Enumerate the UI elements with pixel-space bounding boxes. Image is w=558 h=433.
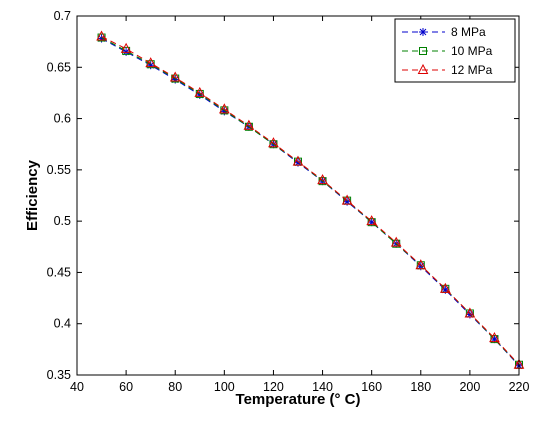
- y-tick-label: 0.6: [54, 112, 71, 126]
- x-tick-label: 220: [509, 380, 530, 394]
- y-axis-label: Efficiency: [24, 159, 41, 231]
- series-layer: [96, 30, 525, 370]
- x-tick-label: 160: [361, 380, 382, 394]
- data-point: [464, 307, 476, 318]
- data-point: [219, 103, 230, 114]
- data-point: [243, 119, 255, 130]
- x-tick-label: 200: [459, 380, 480, 394]
- data-point: [415, 259, 427, 270]
- y-tick-label: 0.7: [54, 9, 71, 23]
- data-point: [96, 30, 107, 41]
- legend-marker: [417, 63, 429, 74]
- data-point: [268, 137, 279, 148]
- legend-marker: [419, 28, 427, 36]
- data-point: [292, 155, 304, 166]
- series-2: [96, 30, 525, 369]
- x-tick-label: 180: [410, 380, 431, 394]
- legend-entry: 12 MPa: [402, 63, 493, 77]
- x-tick-label: 40: [70, 380, 84, 394]
- legend-label: 10 MPa: [451, 44, 493, 58]
- legend-entry: 8 MPa: [402, 25, 486, 39]
- legend-label: 8 MPa: [451, 25, 486, 39]
- data-point: [317, 174, 328, 185]
- legend: 8 MPa 10 MPa 12 MPa: [394, 18, 516, 83]
- y-tick-label: 0.4: [54, 317, 71, 331]
- y-tick-label: 0.5: [54, 214, 71, 228]
- data-point: [341, 194, 353, 205]
- x-tick-label: 80: [168, 380, 182, 394]
- series-line: [101, 38, 520, 367]
- data-point: [194, 86, 206, 97]
- legend-marker: [419, 47, 427, 55]
- legend-entry: 10 MPa: [402, 44, 493, 58]
- legend-label: 12 MPa: [451, 63, 493, 77]
- data-point: [120, 42, 132, 53]
- plot-frame: [76, 15, 520, 376]
- ticks-layer: 40 60 80 100 120 140 160 180 200 220 0.35 0.4 0.45 0.…: [47, 9, 530, 394]
- x-tick-label: 140: [312, 380, 333, 394]
- series-line: [101, 36, 520, 366]
- y-tick-label: 0.65: [47, 60, 71, 74]
- x-tick-label: 100: [214, 380, 235, 394]
- x-tick-label: 60: [119, 380, 133, 394]
- data-point: [169, 71, 181, 82]
- y-tick-label: 0.55: [47, 163, 71, 177]
- data-point: [390, 236, 402, 247]
- data-point: [489, 332, 500, 343]
- data-point: [440, 282, 451, 293]
- data-point: [366, 215, 377, 226]
- x-axis-label: Temperature (° C): [236, 391, 361, 408]
- data-point: [145, 57, 156, 68]
- x-tick-label: 120: [263, 380, 284, 394]
- y-tick-label: 0.45: [47, 265, 71, 279]
- y-tick-label: 0.35: [47, 368, 71, 382]
